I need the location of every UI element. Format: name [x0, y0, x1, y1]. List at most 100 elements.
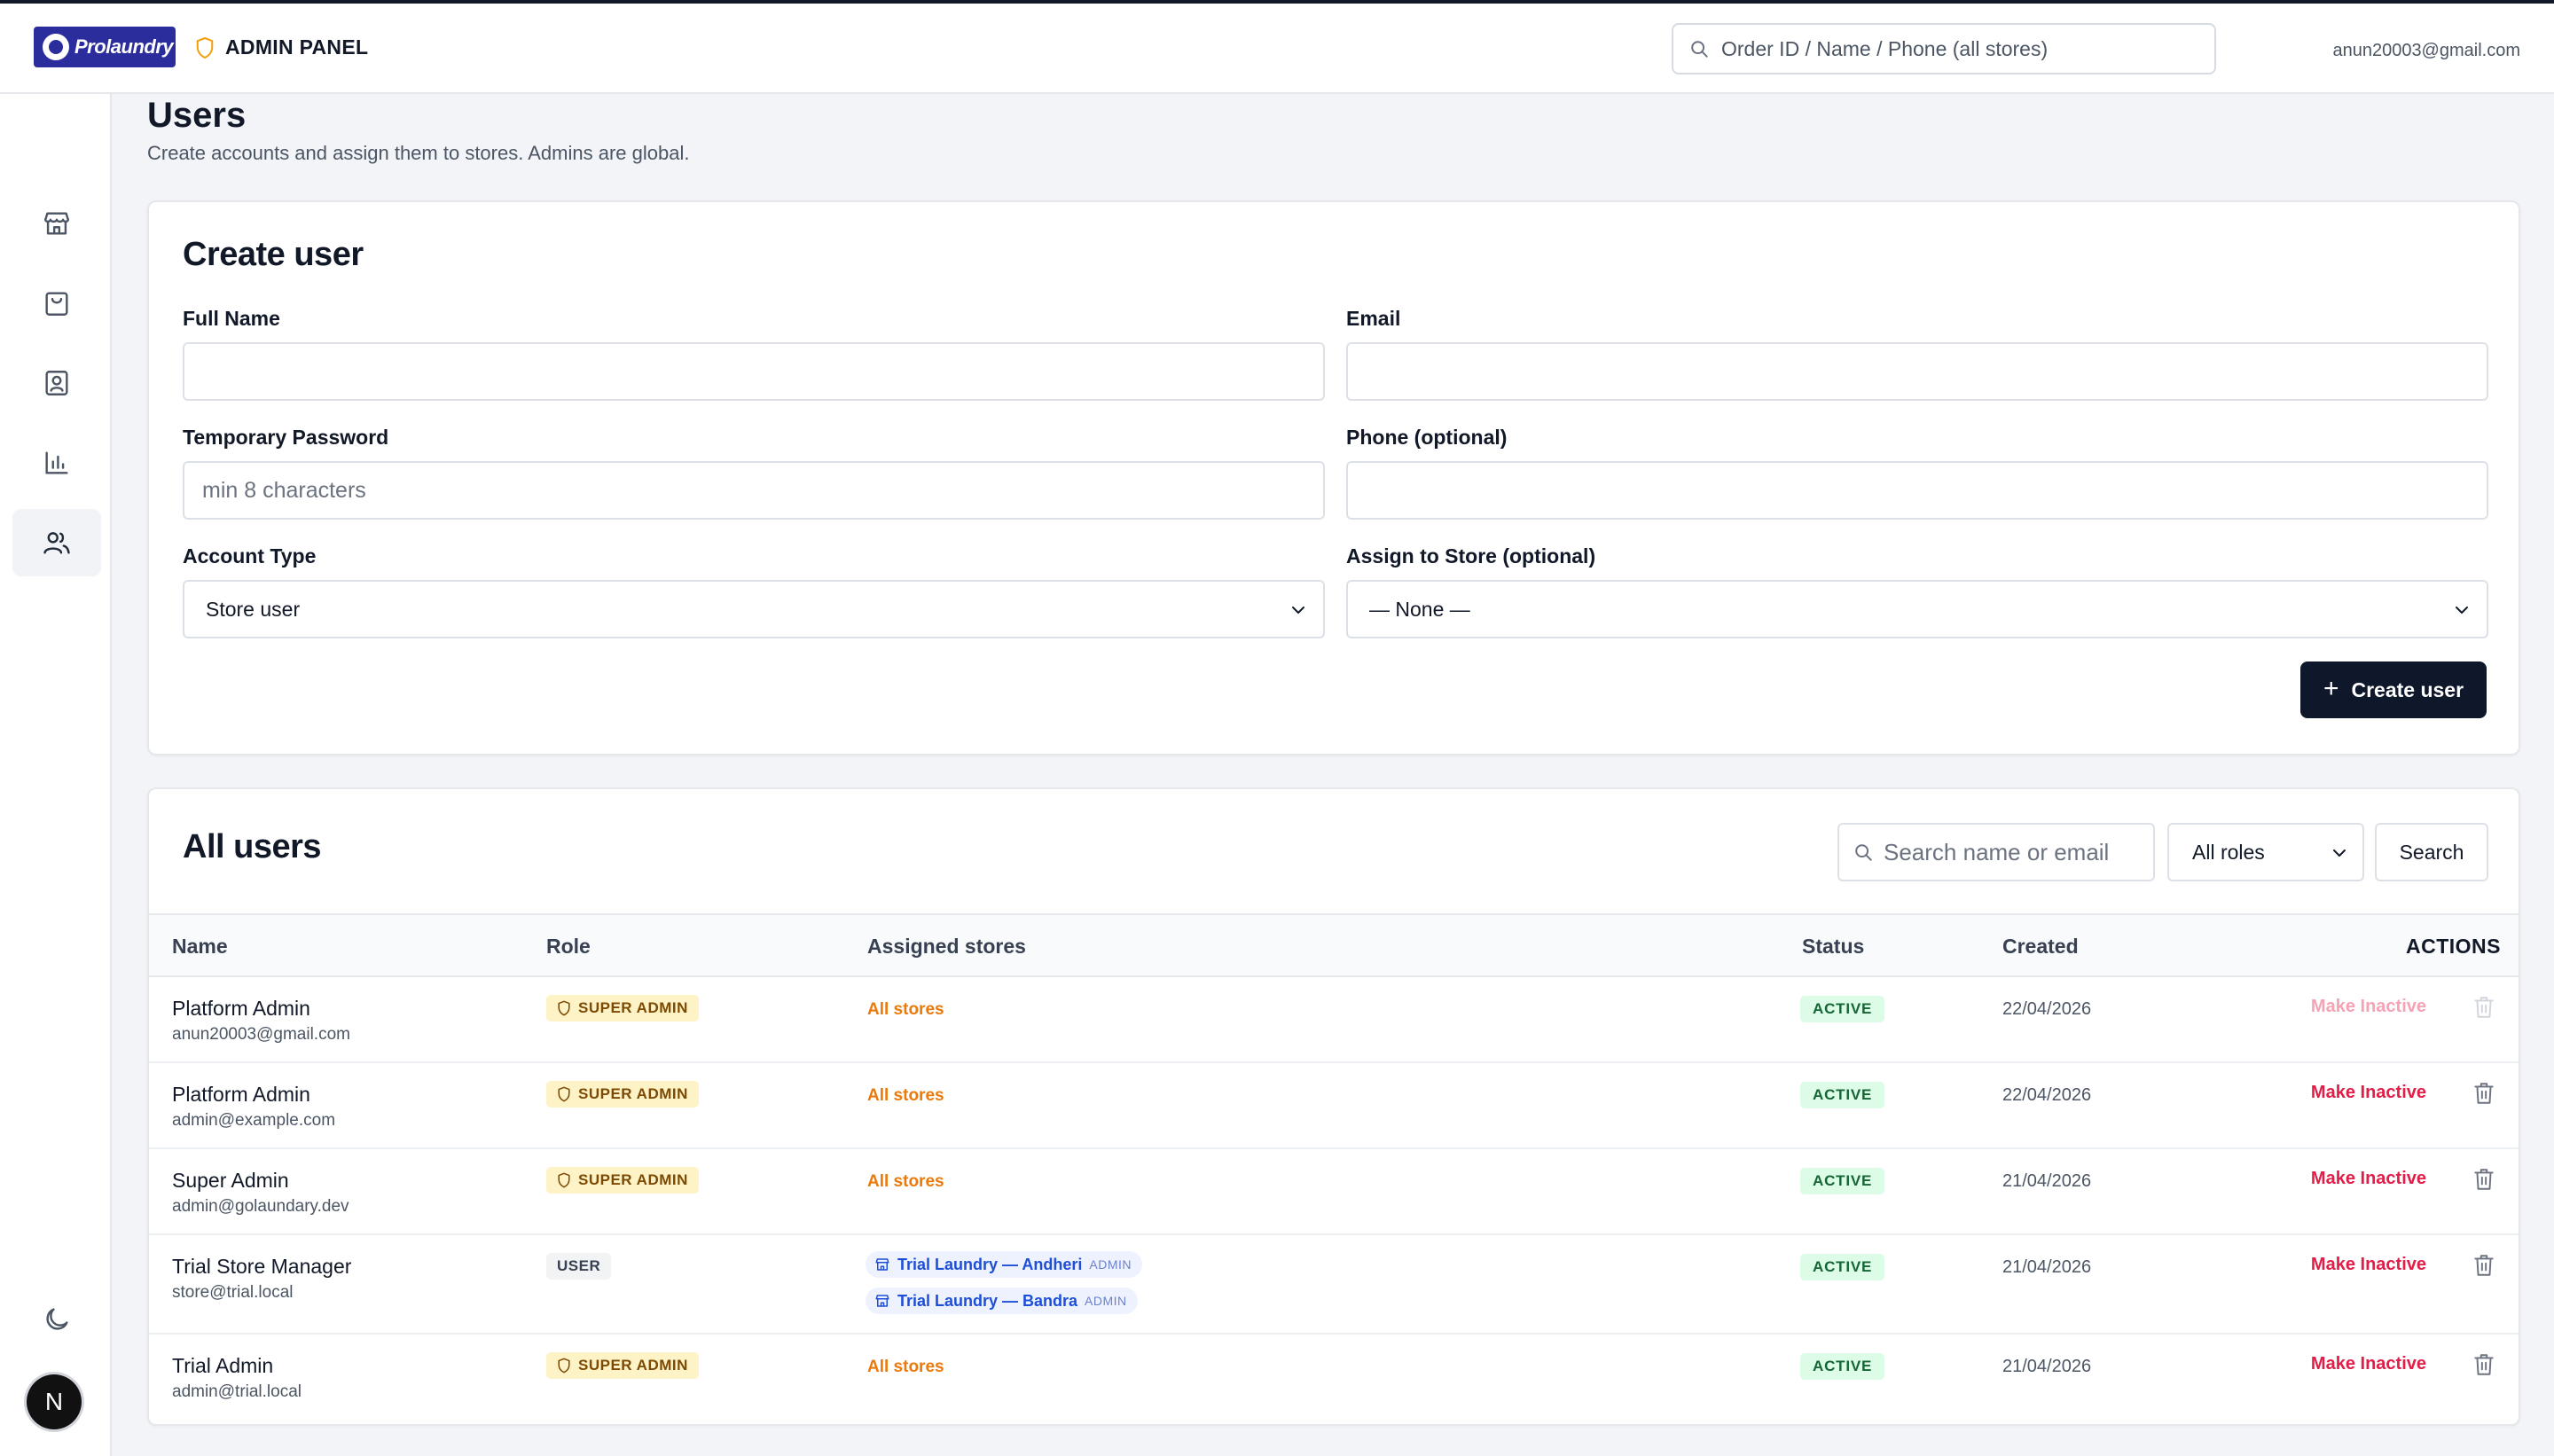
full-name-input[interactable] [183, 342, 1325, 401]
users-icon [43, 532, 70, 554]
status-badge: ACTIVE [1800, 1082, 1885, 1108]
make-inactive-button[interactable]: Make Inactive [2310, 997, 2426, 1016]
user-email: anun20003@gmail.com [172, 1025, 350, 1044]
sidebar-item-customers[interactable] [12, 349, 101, 417]
store-select[interactable]: — None — [1346, 580, 2488, 638]
table-row: Platform Admin anun20003@gmail.com SUPER… [149, 977, 2519, 1063]
global-search-input[interactable] [1721, 36, 2182, 61]
column-status[interactable]: Status [1802, 935, 1865, 958]
role-filter-select[interactable]: All roles [2167, 823, 2364, 881]
trash-icon[interactable] [2472, 1167, 2495, 1192]
make-inactive-button[interactable]: Make Inactive [2310, 1255, 2426, 1274]
status-badge: ACTIVE [1800, 1353, 1885, 1380]
avatar-letter: N [44, 1388, 64, 1415]
chevron-down-icon [2456, 607, 2468, 614]
store-chip-role: ADMIN [1085, 1294, 1127, 1308]
created-date: 21/04/2026 [2002, 1357, 2092, 1376]
assigned-stores: All stores [867, 1000, 944, 1019]
avatar[interactable]: N [27, 1374, 82, 1429]
phone-input[interactable] [1346, 461, 2488, 520]
table-row: Trial Admin admin@trial.local SUPER ADMI… [149, 1335, 2519, 1421]
users-list-title: All users [183, 828, 322, 865]
theme-toggle[interactable] [12, 1286, 101, 1353]
trash-icon[interactable] [2472, 1352, 2495, 1377]
account-type-select[interactable]: Store user [183, 580, 1325, 638]
create-user-button[interactable]: + Create user [2300, 661, 2487, 718]
admin-panel-badge: ADMIN PANEL [195, 35, 368, 59]
created-date: 22/04/2026 [2002, 999, 2092, 1019]
role-badge: SUPER ADMIN [546, 1081, 699, 1108]
trash-icon[interactable] [2472, 1253, 2495, 1278]
store-value: — None — [1369, 597, 1470, 621]
column-role[interactable]: Role [546, 935, 591, 958]
logo-text: Prolaundry [74, 35, 174, 58]
sidebar-item-stores[interactable] [12, 190, 101, 257]
brand-logo[interactable]: Prolaundry [34, 27, 176, 67]
account-type-label: Account Type [183, 544, 317, 568]
store-icon [44, 212, 69, 235]
account-type-value: Store user [206, 597, 301, 621]
phone-label: Phone (optional) [1346, 426, 1508, 449]
store-icon [875, 1258, 889, 1271]
sidebar-item-reports[interactable] [12, 429, 101, 497]
password-label: Temporary Password [183, 426, 389, 449]
role-filter-value: All roles [2192, 840, 2265, 864]
make-inactive-button[interactable]: Make Inactive [2310, 1169, 2426, 1188]
assigned-stores: All stores [867, 1086, 944, 1105]
table-row: Trial Store Manager store@trial.local US… [149, 1235, 2519, 1335]
admin-panel-label: ADMIN PANEL [225, 35, 369, 59]
role-badge: SUPER ADMIN [546, 995, 699, 1022]
store-chip-name: Trial Laundry — Andheri [897, 1255, 1083, 1273]
shield-icon [558, 1086, 570, 1102]
plus-icon: + [2323, 673, 2339, 703]
user-email: store@trial.local [172, 1283, 294, 1302]
user-name: Super Admin [172, 1169, 289, 1192]
user-name: Trial Store Manager [172, 1255, 352, 1278]
status-badge: ACTIVE [1800, 996, 1885, 1022]
assigned-stores: All stores [867, 1358, 944, 1376]
user-search[interactable] [1837, 823, 2155, 881]
create-user-title: Create user [183, 236, 364, 273]
created-date: 21/04/2026 [2002, 1171, 2092, 1191]
user-search-input[interactable] [1884, 838, 2150, 866]
store-chip[interactable]: Trial Laundry — Andheri ADMIN [866, 1251, 1142, 1278]
top-accent-bar [0, 0, 2554, 4]
email-label: Email [1346, 307, 1401, 330]
global-search[interactable] [1672, 23, 2216, 74]
trash-icon[interactable] [2472, 1081, 2495, 1106]
role-badge: USER [546, 1253, 612, 1280]
store-chip-role: ADMIN [1089, 1257, 1132, 1272]
users-list-card: All users All roles Search Name Role Ass… [147, 787, 2520, 1426]
role-badge: SUPER ADMIN [546, 1352, 699, 1379]
column-actions: ACTIONS [2406, 935, 2501, 958]
email-input[interactable] [1346, 342, 2488, 401]
store-chip[interactable]: Trial Laundry — Bandra ADMIN [866, 1288, 1138, 1314]
shield-icon [558, 1358, 570, 1374]
column-created[interactable]: Created [2002, 935, 2079, 958]
sidebar-item-orders[interactable] [12, 270, 101, 337]
user-name: Trial Admin [172, 1354, 274, 1377]
trash-icon[interactable] [2472, 995, 2495, 1020]
customer-icon [45, 371, 68, 395]
make-inactive-button[interactable]: Make Inactive [2310, 1083, 2426, 1102]
sidebar-item-users[interactable] [12, 509, 101, 576]
role-badge: SUPER ADMIN [546, 1167, 699, 1194]
user-email: admin@example.com [172, 1111, 336, 1130]
search-button[interactable]: Search [2375, 823, 2488, 881]
user-name: Platform Admin [172, 1083, 310, 1106]
full-name-label: Full Name [183, 307, 280, 330]
column-assigned-stores[interactable]: Assigned stores [867, 935, 1026, 958]
role-badge-label: SUPER ADMIN [578, 1171, 688, 1188]
chevron-down-icon [2333, 849, 2346, 857]
password-input[interactable] [183, 461, 1325, 520]
make-inactive-button[interactable]: Make Inactive [2310, 1354, 2426, 1374]
chart-icon [45, 451, 68, 474]
shield-icon [558, 1172, 570, 1188]
table-row: Super Admin admin@golaundary.dev SUPER A… [149, 1149, 2519, 1235]
column-name[interactable]: Name [172, 935, 228, 958]
user-email: admin@trial.local [172, 1382, 302, 1401]
current-user-email[interactable]: anun20003@gmail.com [2332, 41, 2520, 60]
table-row: Platform Admin admin@example.com SUPER A… [149, 1063, 2519, 1149]
user-email: admin@golaundary.dev [172, 1197, 349, 1216]
search-icon [1691, 41, 1708, 58]
